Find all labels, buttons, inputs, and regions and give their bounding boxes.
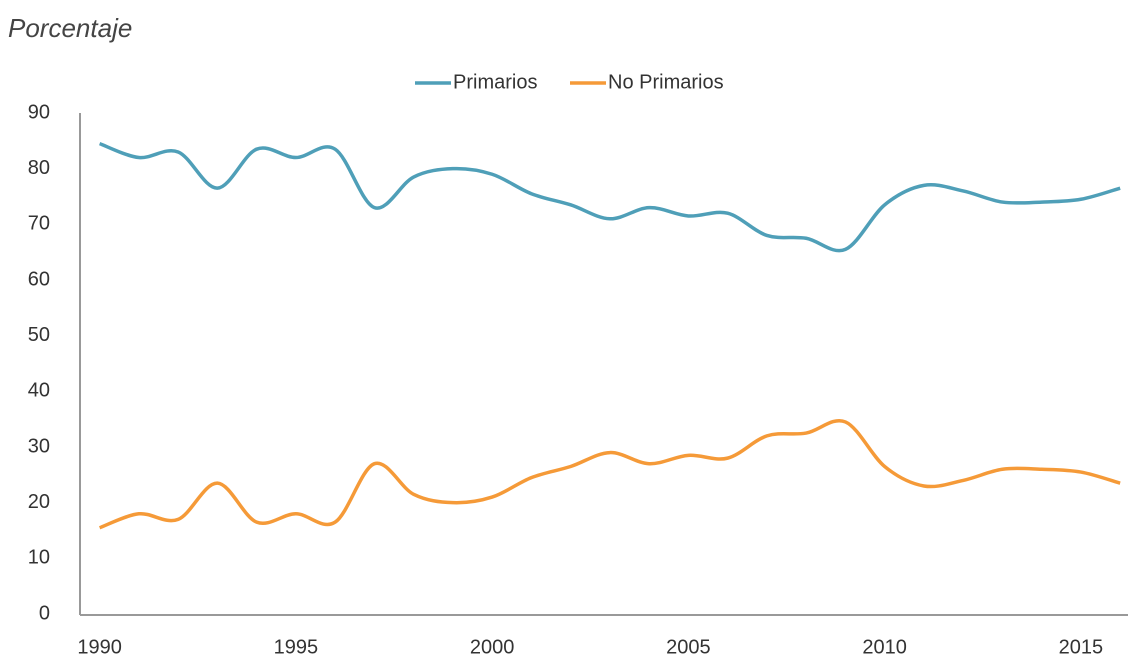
y-tick-label: 60 bbox=[28, 268, 50, 290]
x-tick-label: 1995 bbox=[274, 636, 319, 658]
y-tick-label: 30 bbox=[28, 435, 50, 457]
y-tick-label: 20 bbox=[28, 491, 50, 513]
x-tick-label: 2015 bbox=[1059, 636, 1104, 658]
chart-title: Porcentaje bbox=[8, 13, 132, 43]
y-tick-label: 70 bbox=[28, 213, 50, 235]
y-tick-label: 50 bbox=[28, 324, 50, 346]
y-tick-label: 40 bbox=[28, 380, 50, 402]
y-tick-label: 90 bbox=[28, 101, 50, 123]
y-tick-label: 80 bbox=[28, 157, 50, 179]
x-tick-label: 2005 bbox=[666, 636, 711, 658]
x-tick-label: 2010 bbox=[862, 636, 907, 658]
line-series bbox=[98, 418, 1121, 530]
y-tick-label: 10 bbox=[28, 547, 50, 569]
x-tick-label: 2000 bbox=[470, 636, 515, 658]
x-tick-label: 1990 bbox=[77, 636, 122, 658]
line-series bbox=[98, 141, 1121, 253]
legend-label: Primarios bbox=[453, 71, 537, 93]
legend-label: No Primarios bbox=[608, 71, 724, 93]
y-tick-label: 0 bbox=[39, 602, 50, 624]
